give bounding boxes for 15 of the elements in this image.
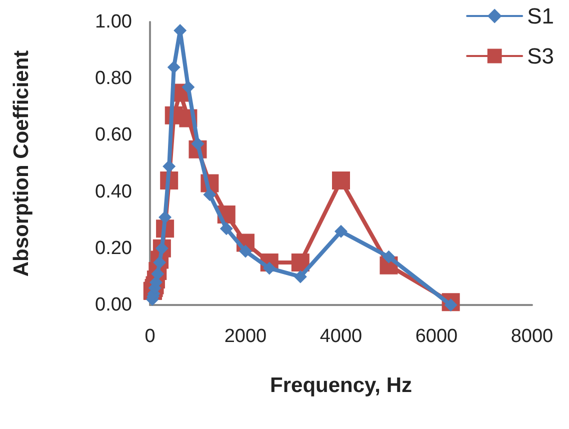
x-axis-title: Frequency, Hz: [270, 374, 412, 397]
y-tick-label: 1.00: [95, 12, 132, 32]
y-axis-title: Absorption Coefficient: [10, 50, 33, 277]
y-tick-label: 0.20: [95, 238, 132, 259]
x-tick-label: 6000: [415, 326, 458, 347]
x-tick-label: 0: [144, 326, 156, 347]
legend-label: S3: [527, 44, 554, 68]
y-tick-label: 0.60: [95, 124, 132, 146]
x-tick-label: 2000: [224, 326, 267, 347]
legend-label: S1: [527, 4, 554, 28]
y-tick-label: 0.80: [95, 68, 132, 90]
y-tick-label: 0.00: [95, 294, 132, 316]
x-tick-label: 8000: [510, 326, 554, 347]
y-tick-label: 0.40: [95, 181, 132, 202]
x-tick-label: 4000: [320, 326, 362, 347]
